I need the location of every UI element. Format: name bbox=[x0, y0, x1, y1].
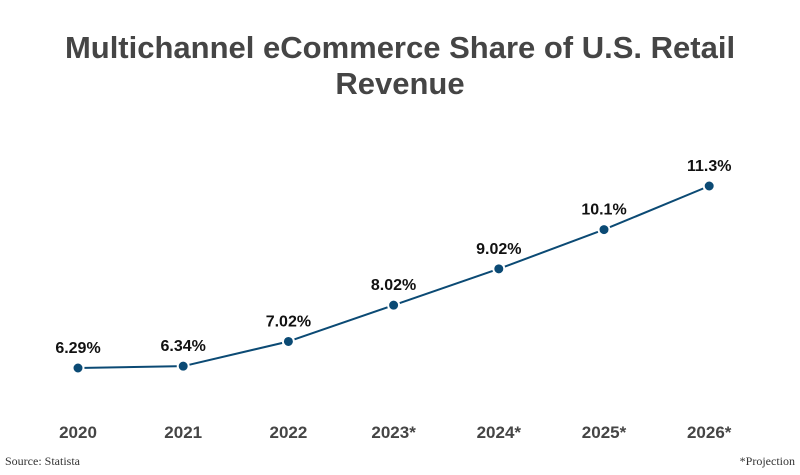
data-label: 8.02% bbox=[371, 277, 416, 294]
data-point bbox=[597, 223, 611, 237]
x-tick-label: 2026* bbox=[687, 423, 732, 442]
data-point bbox=[281, 334, 295, 348]
x-tick-label: 2023* bbox=[371, 423, 416, 442]
x-tick-label: 2020 bbox=[59, 423, 97, 442]
line-segment bbox=[182, 340, 289, 368]
data-label: 6.34% bbox=[161, 338, 206, 355]
line-segment bbox=[498, 228, 605, 270]
line-segment bbox=[77, 365, 184, 369]
x-tick-label: 2022 bbox=[269, 423, 307, 442]
projection-note: *Projection bbox=[739, 454, 795, 468]
source-note: Source: Statista bbox=[5, 454, 80, 468]
data-point bbox=[176, 359, 190, 373]
data-label: 10.1% bbox=[581, 202, 626, 219]
data-label: 6.29% bbox=[55, 340, 100, 357]
data-point bbox=[492, 262, 506, 276]
data-point bbox=[387, 298, 401, 312]
line-segment bbox=[288, 304, 394, 343]
chart-title: Multichannel eCommerce Share of U.S. Ret… bbox=[64, 30, 736, 101]
x-tick-label: 2025* bbox=[582, 423, 627, 442]
x-tick-label: 2021 bbox=[164, 423, 202, 442]
data-point bbox=[702, 179, 716, 193]
data-label: 7.02% bbox=[266, 313, 311, 330]
data-label: 9.02% bbox=[476, 241, 521, 258]
line-segment bbox=[603, 185, 710, 231]
data-label: 11.3% bbox=[687, 158, 731, 175]
x-tick-label: 2024* bbox=[477, 423, 522, 442]
line-segment bbox=[393, 267, 500, 307]
data-point bbox=[71, 361, 85, 375]
